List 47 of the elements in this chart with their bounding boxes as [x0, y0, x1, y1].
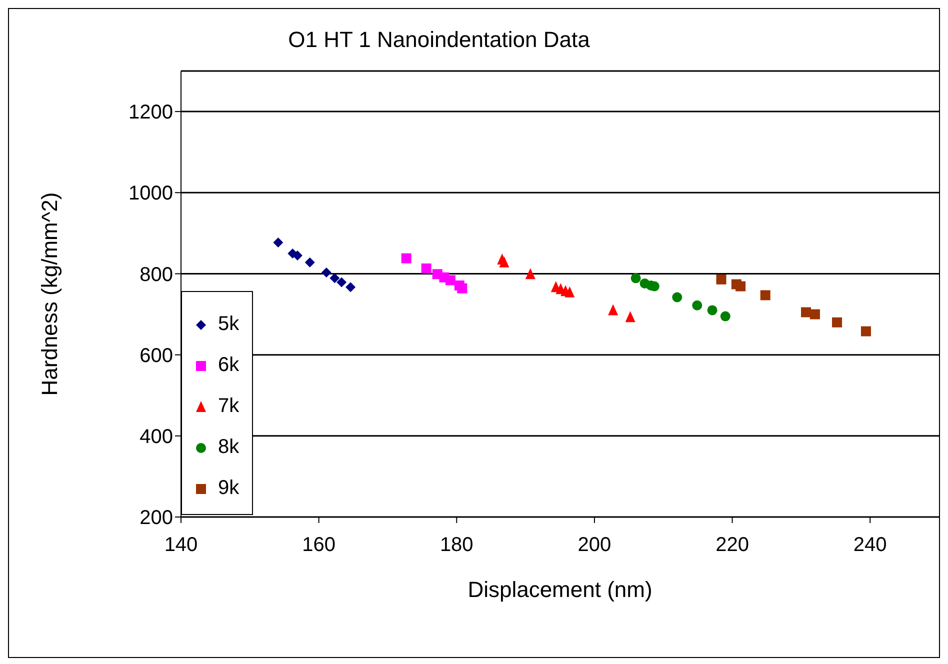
- point: [499, 256, 510, 268]
- y-tick-label: 1000: [128, 182, 173, 205]
- legend-label: 8k: [218, 436, 240, 459]
- x-tick-label: 160: [302, 534, 336, 556]
- point: [810, 309, 820, 320]
- point: [401, 253, 412, 264]
- point: [608, 304, 618, 316]
- point: [421, 263, 432, 274]
- point: [630, 273, 641, 284]
- point: [832, 317, 842, 328]
- y-tick-label: 400: [140, 426, 173, 448]
- point: [564, 286, 575, 298]
- x-tick-label: 140: [164, 534, 198, 556]
- point: [304, 257, 315, 268]
- x-tick-label: 200: [578, 534, 612, 556]
- x-tick-label: 180: [440, 534, 474, 556]
- point: [330, 273, 340, 284]
- x-axis-title: Displacement (nm): [468, 577, 652, 602]
- x-tick-label: 220: [716, 534, 749, 556]
- point: [672, 292, 682, 302]
- point: [273, 238, 284, 248]
- y-tick-label: 600: [140, 344, 173, 367]
- point: [692, 300, 702, 310]
- y-tick-label: 200: [140, 507, 173, 530]
- legend-label: 9k: [218, 477, 240, 500]
- point: [346, 282, 356, 292]
- point: [736, 281, 746, 292]
- point: [445, 275, 456, 286]
- point: [801, 307, 812, 318]
- legend-label: 6k: [218, 354, 240, 377]
- x-tick-label: 240: [853, 534, 887, 556]
- point: [457, 283, 468, 294]
- point: [707, 305, 718, 316]
- chart-title: O1 HT 1 Nanoindentation Data: [287, 27, 591, 53]
- point: [760, 290, 770, 300]
- point: [716, 274, 726, 284]
- y-tick-label: 1200: [128, 102, 173, 124]
- point: [321, 268, 332, 278]
- point: [860, 326, 871, 336]
- legend-label: 7k: [218, 395, 240, 418]
- y-tick-label: 800: [140, 264, 173, 286]
- point: [525, 268, 536, 280]
- point: [625, 311, 636, 322]
- y-axis-title: Hardness (kg/mm^2): [36, 192, 62, 396]
- point: [720, 311, 730, 322]
- point: [336, 277, 347, 288]
- legend-label: 5k: [218, 313, 240, 336]
